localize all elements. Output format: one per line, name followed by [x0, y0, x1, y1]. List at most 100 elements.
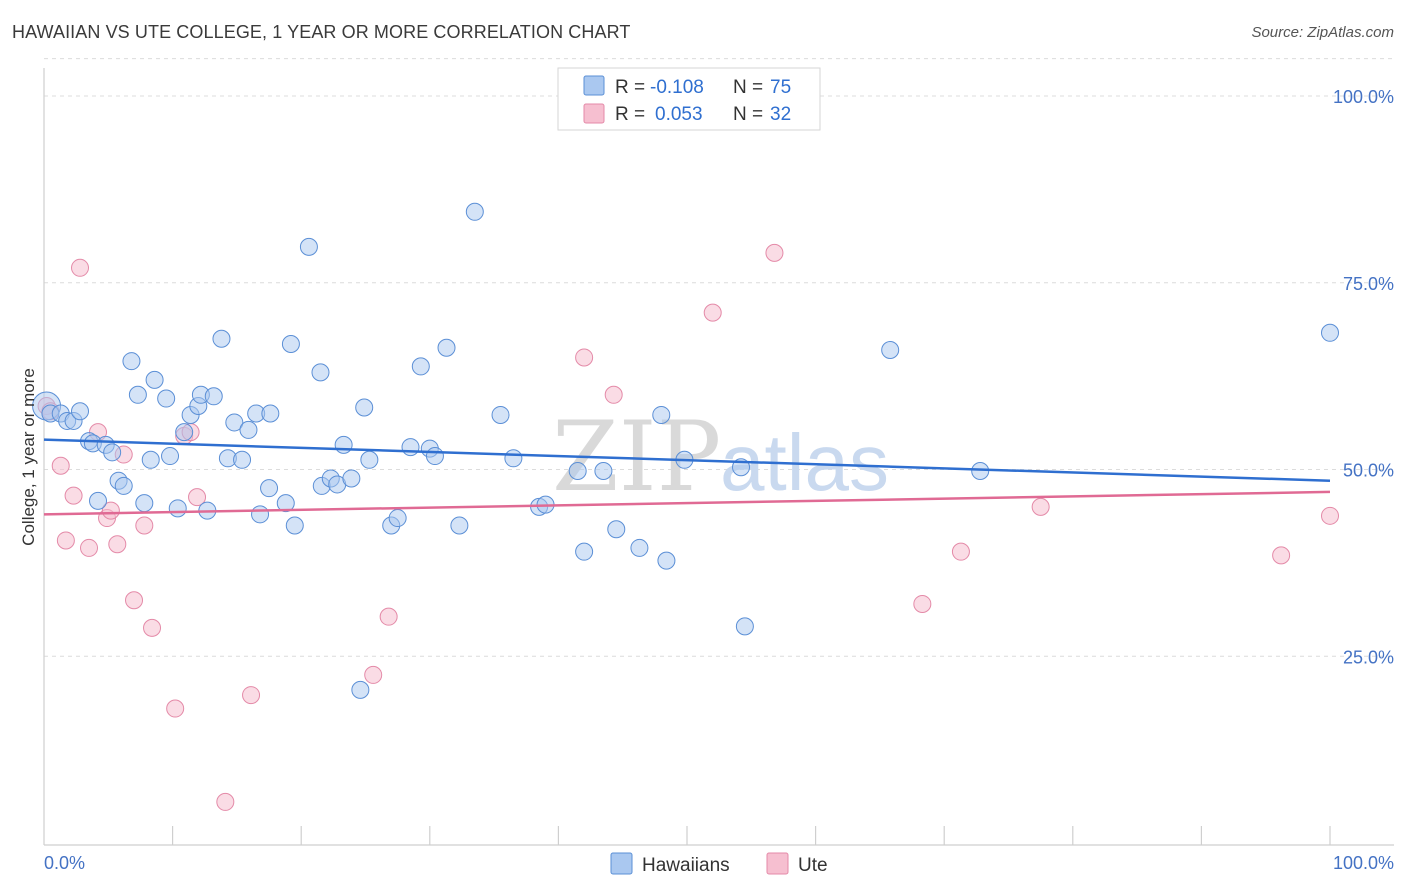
hawaiians-point: [204, 387, 223, 406]
y-axis-label: College, 1 year or more: [19, 368, 38, 546]
x-axis-ticks: [172, 826, 1331, 845]
ute-point: [364, 665, 383, 684]
y-tick-label: 100.0%: [1333, 87, 1394, 107]
legend-n-value-hawaiians: 75: [770, 77, 791, 98]
hawaiians-point: [881, 340, 900, 359]
ute-point: [166, 699, 185, 718]
hawaiians-point: [233, 450, 252, 469]
legend-swatch-hawaiians: [583, 75, 605, 96]
ute-point: [80, 538, 99, 557]
hawaiians-point: [135, 494, 154, 513]
ute-point: [1031, 497, 1050, 516]
hawaiians-point: [630, 538, 649, 557]
y-tick-label: 75.0%: [1343, 274, 1394, 294]
hawaiians-point: [157, 389, 176, 408]
y-tick-labels: 25.0% 50.0% 75.0% 100.0%: [1333, 87, 1394, 667]
ute-point: [765, 243, 784, 262]
hawaiians-point: [276, 494, 295, 513]
hawaiians-point: [425, 447, 444, 466]
hawaiians-point: [360, 450, 379, 469]
series-legend: Hawaiians Ute: [610, 852, 828, 876]
hawaiians-point: [594, 461, 613, 480]
hawaiians-point: [351, 680, 370, 699]
ute-point: [101, 501, 120, 520]
hawaiians-point: [971, 461, 990, 480]
hawaiians-point: [411, 357, 430, 376]
hawaiians-point: [260, 479, 279, 498]
legend-r-label-hawaiians: R =: [615, 77, 645, 98]
hawaiians-point: [568, 461, 587, 480]
hawaiians-point: [161, 447, 180, 466]
ute-series: [37, 243, 1339, 811]
hawaiians-point: [465, 202, 484, 221]
bottom-legend-label-hawaiians: Hawaiians: [642, 855, 730, 876]
legend-r-value-hawaiians: -0.108: [650, 77, 704, 98]
hawaiians-point: [657, 551, 676, 570]
hawaiians-point: [128, 385, 147, 404]
hawaiians-point: [89, 491, 108, 510]
source-label: Source: ZipAtlas.com: [1251, 24, 1394, 41]
hawaiians-point: [355, 398, 374, 417]
ute-point: [71, 258, 90, 277]
ute-point: [951, 542, 970, 561]
hawaiians-point: [311, 363, 330, 382]
hawaiians-point: [239, 420, 258, 439]
x-tick-label-min: 0.0%: [44, 853, 85, 873]
ute-point: [143, 618, 162, 637]
hawaiians-point: [141, 450, 160, 469]
bottom-legend-swatch-ute: [766, 852, 789, 875]
ute-point: [1321, 506, 1339, 525]
hawaiians-point: [450, 516, 469, 535]
x-tick-label-max: 100.0%: [1333, 853, 1394, 873]
ute-point: [703, 303, 722, 322]
hawaiians-trend-line: [43, 438, 1331, 482]
ute-point: [604, 385, 623, 404]
grid-lines: [44, 58, 1394, 657]
legend-r-label-ute: R =: [615, 104, 645, 125]
hawaiians-point: [225, 413, 244, 432]
hawaiians-point: [735, 617, 754, 636]
hawaiians-point: [122, 352, 141, 371]
ute-point: [242, 686, 261, 705]
hawaiians-point: [175, 423, 194, 442]
hawaiians-point: [401, 438, 420, 457]
ute-point: [135, 516, 154, 535]
correlation-legend: R = -0.108 N = 75 R = 0.053 N = 32: [557, 67, 821, 131]
ute-point: [56, 531, 75, 550]
hawaiians-point: [652, 405, 671, 424]
hawaiians-point: [212, 329, 231, 348]
chart-title: HAWAIIAN VS UTE COLLEGE, 1 YEAR OR MORE …: [12, 22, 631, 42]
hawaiians-point: [103, 443, 122, 462]
hawaiians-point: [575, 542, 594, 561]
hawaiians-point: [607, 520, 626, 539]
ute-point: [51, 456, 70, 475]
ute-point: [64, 486, 83, 505]
legend-n-label-hawaiians: N =: [733, 77, 763, 98]
ute-point: [379, 607, 398, 626]
hawaiians-point: [334, 435, 353, 454]
hawaiians-point: [281, 335, 300, 354]
ute-point: [216, 792, 235, 811]
hawaiians-point: [504, 449, 523, 468]
ute-trend-line: [43, 490, 1331, 516]
bottom-legend-label-ute: Ute: [798, 855, 828, 876]
hawaiians-series: [32, 202, 1339, 699]
ute-point: [1272, 546, 1291, 565]
ute-point: [188, 488, 207, 507]
hawaiians-point: [342, 469, 361, 488]
hawaiians-point: [71, 402, 90, 421]
legend-swatch-ute: [583, 103, 605, 124]
ute-point: [108, 535, 127, 554]
ute-point: [125, 591, 144, 610]
legend-r-value-ute: 0.053: [655, 104, 703, 125]
legend-n-label-ute: N =: [733, 104, 763, 125]
hawaiians-point: [1321, 323, 1339, 342]
hawaiians-point: [299, 237, 318, 256]
hawaiians-point: [114, 476, 133, 495]
hawaiians-point: [437, 338, 456, 357]
hawaiians-point: [168, 499, 187, 518]
hawaiians-point: [285, 516, 304, 535]
hawaiians-point: [251, 505, 270, 524]
hawaiians-point: [388, 509, 407, 528]
